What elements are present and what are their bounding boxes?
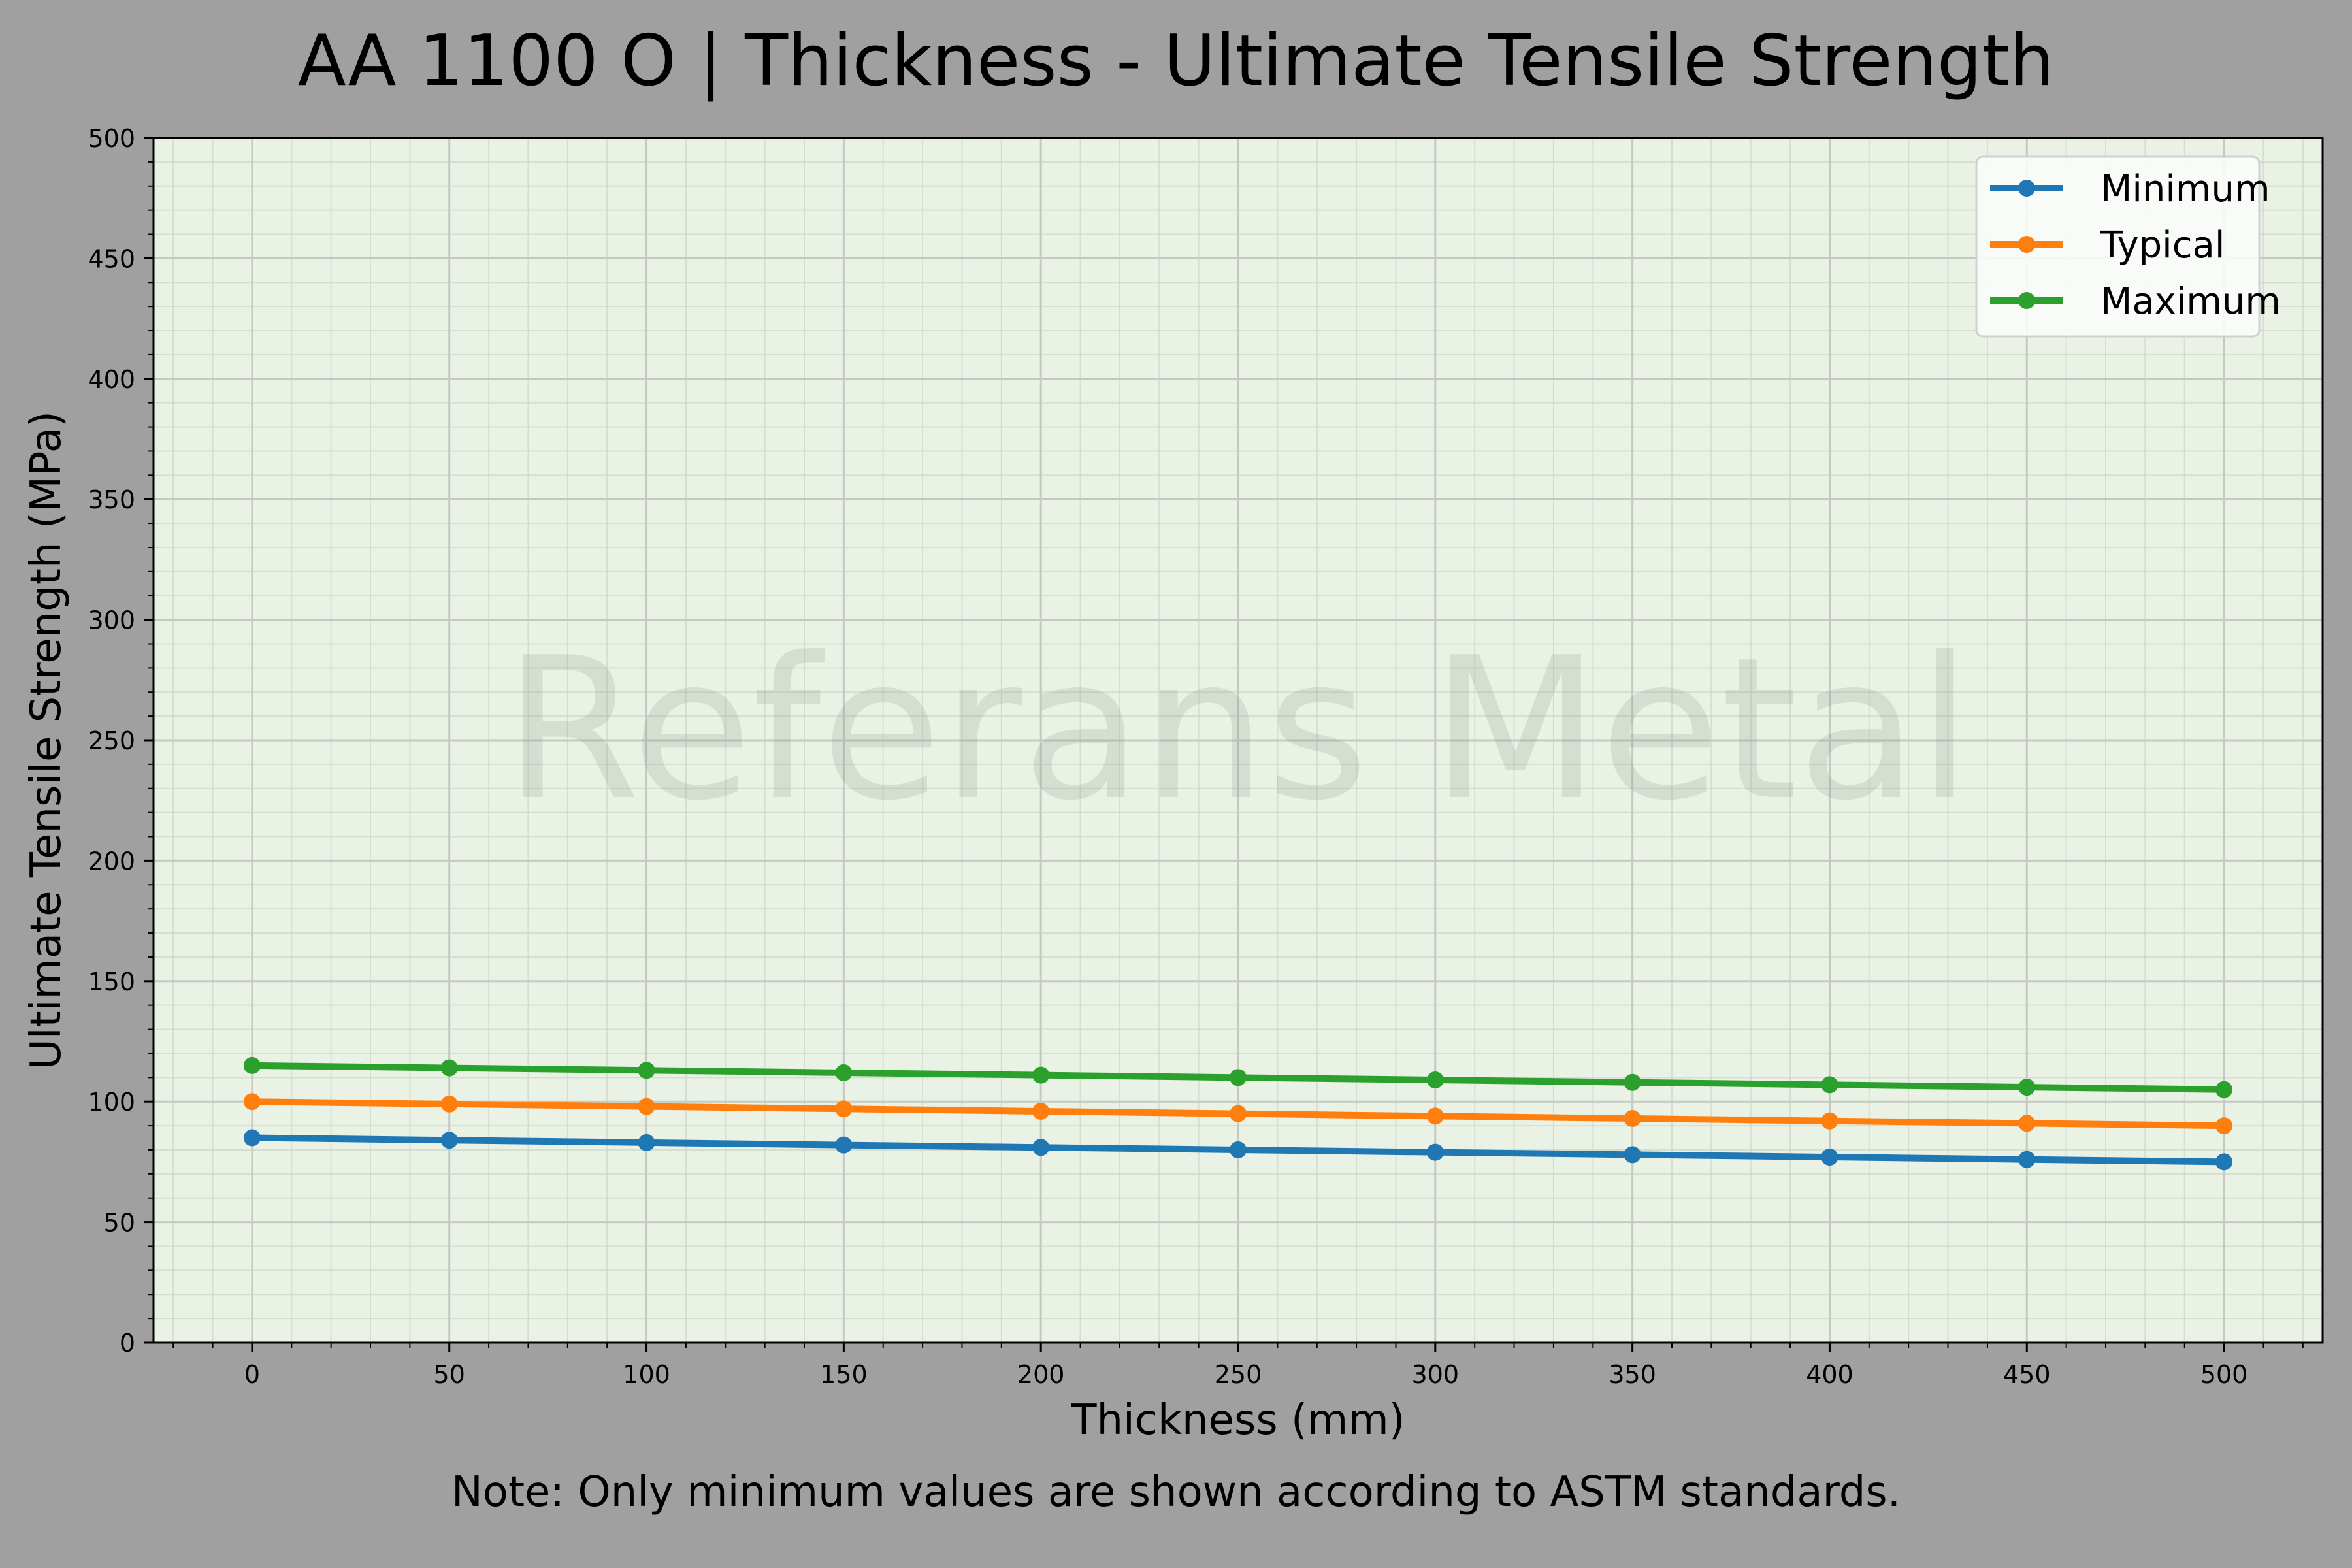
data-point — [440, 1059, 458, 1077]
data-point — [638, 1098, 655, 1115]
data-point — [1032, 1139, 1050, 1156]
x-tick-label: 350 — [1609, 1360, 1656, 1389]
data-point — [835, 1136, 853, 1154]
data-point — [2215, 1081, 2233, 1098]
legend-marker-icon — [2018, 236, 2035, 253]
data-point — [1624, 1073, 1641, 1091]
x-tick-label: 150 — [820, 1360, 868, 1389]
data-point — [1821, 1076, 1838, 1094]
data-point — [835, 1064, 853, 1081]
watermark: Referans Metal — [504, 615, 1972, 843]
footnote: Note: Only minimum values are shown acco… — [451, 1468, 1901, 1516]
data-point — [2018, 1079, 2036, 1096]
y-tick-label: 400 — [88, 365, 135, 394]
data-point — [1624, 1146, 1641, 1164]
data-point — [1032, 1102, 1050, 1120]
legend-item-maximum: Maximum — [1990, 280, 2281, 323]
x-tick-label: 50 — [434, 1360, 465, 1389]
y-tick-label: 100 — [88, 1088, 135, 1117]
data-point — [1032, 1066, 1050, 1084]
axis-ticks: 0 50 100 150 200 250 300 350 400 450 500 0 50 100 150 2… — [88, 124, 2304, 1389]
data-point — [2215, 1117, 2233, 1135]
legend-marker-icon — [2018, 180, 2035, 197]
data-point — [1426, 1071, 1444, 1089]
data-point — [1821, 1112, 1838, 1130]
data-point — [2018, 1151, 2036, 1168]
data-point — [1821, 1149, 1838, 1166]
data-point — [2215, 1153, 2233, 1171]
y-tick-label: 150 — [88, 968, 135, 996]
data-point — [1624, 1110, 1641, 1128]
data-point — [243, 1056, 261, 1074]
x-axis-label: Thickness (mm) — [1070, 1396, 1405, 1445]
data-point — [2018, 1115, 2036, 1132]
y-axis-label: Ultimate Tensile Strength (MPa) — [22, 411, 71, 1070]
x-tick-label: 0 — [244, 1360, 260, 1389]
x-tick-label: 300 — [1412, 1360, 1460, 1389]
y-tick-label: 250 — [88, 727, 135, 755]
data-point — [1230, 1141, 1247, 1158]
data-point — [1426, 1107, 1444, 1125]
x-tick-label: 450 — [2003, 1360, 2051, 1389]
chart-title: AA 1100 O | Thickness - Ultimate Tensile… — [298, 20, 2054, 102]
series-minimum — [243, 1129, 2233, 1171]
y-tick-label: 300 — [88, 606, 135, 635]
data-point — [440, 1095, 458, 1113]
x-tick-label: 100 — [623, 1360, 670, 1389]
legend-label: Minimum — [2100, 168, 2270, 210]
legend-label: Typical — [2100, 224, 2225, 267]
y-tick-label: 200 — [88, 847, 135, 875]
data-point — [243, 1129, 261, 1147]
legend-item-typical: Typical — [1990, 224, 2225, 267]
data-point — [440, 1132, 458, 1149]
data-point — [638, 1062, 655, 1079]
legend-item-minimum: Minimum — [1990, 168, 2270, 210]
data-point — [835, 1100, 853, 1118]
legend-box — [1975, 155, 2261, 338]
x-tick-label: 500 — [2200, 1360, 2248, 1389]
y-tick-label: 500 — [88, 124, 135, 153]
y-tick-label: 450 — [88, 244, 135, 273]
series-typical — [243, 1093, 2233, 1135]
legend-marker-icon — [2018, 292, 2035, 309]
data-point — [1426, 1143, 1444, 1161]
data-series — [243, 1056, 2233, 1171]
y-tick-label: 0 — [120, 1329, 135, 1358]
y-tick-label: 350 — [88, 485, 135, 514]
data-point — [638, 1134, 655, 1151]
y-tick-label: 50 — [104, 1209, 135, 1237]
data-point — [1230, 1069, 1247, 1086]
data-point — [1230, 1105, 1247, 1122]
series-maximum — [243, 1056, 2233, 1098]
x-tick-label: 400 — [1806, 1360, 1854, 1389]
x-tick-label: 200 — [1017, 1360, 1065, 1389]
x-tick-label: 250 — [1215, 1360, 1262, 1389]
legend-label: Maximum — [2100, 280, 2281, 323]
legend: Minimum Typical Maximum — [1975, 155, 2281, 338]
data-point — [243, 1093, 261, 1111]
